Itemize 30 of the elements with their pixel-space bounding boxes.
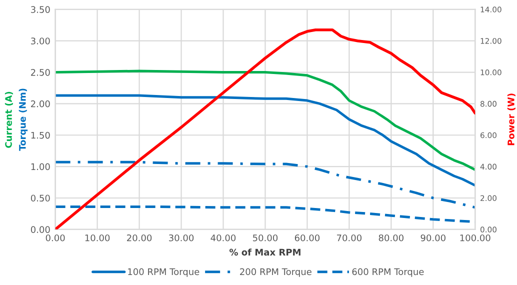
x-axis-title: % of Max RPM <box>229 248 300 256</box>
y-tick-label: 1.00 <box>31 163 50 170</box>
line-series <box>55 160 476 209</box>
y-tick-label: 0.00 <box>30 226 50 233</box>
x-tick-label: 60.00 <box>294 234 320 242</box>
x-tick-label: 90.00 <box>420 234 446 242</box>
y-tick-label: 3.00 <box>31 38 50 44</box>
y2-axis-title: Power (W) <box>507 94 516 146</box>
text: Current (A) <box>4 92 13 148</box>
y-tick-label: 3.50 <box>31 6 50 13</box>
x-tick-label: 0.00 <box>46 234 65 242</box>
line-series <box>55 70 476 171</box>
x-tick-label: 40.00 <box>210 234 236 242</box>
x-tick-label: 30.00 <box>169 234 194 242</box>
line-series <box>55 94 476 187</box>
y-tick-label: 1.50 <box>31 132 50 139</box>
x-tick-label: 70.00 <box>337 234 362 242</box>
y-axis-title: Torque (Nm) <box>18 88 28 151</box>
legend-label: 600 RPM Torque <box>352 268 424 277</box>
legend-label: 100 RPM Torque <box>128 268 200 277</box>
line-series <box>55 28 476 230</box>
x-tick-label: 20.00 <box>127 234 152 242</box>
legend-label: 200 RPM Torque <box>240 268 312 277</box>
y-tick-label: 2.00 <box>31 100 50 108</box>
x-tick-label: 10.00 <box>85 234 110 242</box>
y-tick-label: 0.50 <box>30 194 50 202</box>
x-tick-label: 80.00 <box>378 234 404 242</box>
x-tick-label: 50.00 <box>252 234 278 242</box>
y-tick-label: 2.50 <box>31 68 50 76</box>
x-tick-label: 100.00 <box>460 234 490 242</box>
